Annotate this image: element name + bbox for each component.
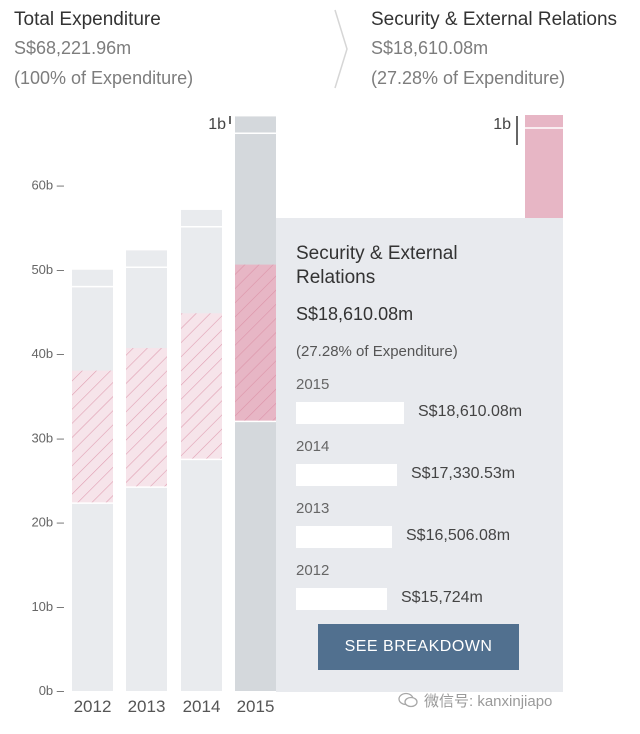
- tooltip-row-bar: [296, 464, 397, 486]
- watermark: 微信号: kanxinjiapo: [398, 690, 552, 711]
- watermark-text: 微信号: kanxinjiapo: [424, 693, 553, 710]
- breakdown-scale-label-1b: 1b: [493, 116, 511, 133]
- tooltip-row-year: 2013: [296, 500, 330, 517]
- breadcrumb-chevron-icon: [334, 9, 348, 89]
- y-tick-label: 10b –: [31, 599, 64, 614]
- y-tick-label: 30b –: [31, 430, 64, 445]
- x-tick-label-2012: 2012: [74, 697, 112, 716]
- y-tick-label: 50b –: [31, 262, 64, 277]
- segment-hatch-2014: [181, 313, 222, 460]
- scale-label-1b: 1b: [208, 116, 226, 133]
- total-expenditure-amount: S$68,221.96m: [14, 38, 132, 58]
- category-title: Security & External Relations: [371, 9, 618, 30]
- category-pct: (27.28% of Expenditure): [371, 68, 566, 88]
- tooltip-row-value: S$15,724m: [401, 589, 483, 606]
- segment-hatch-2013: [126, 348, 167, 488]
- tooltip-row: 2012 S$15,724m: [296, 562, 543, 624]
- tooltip-row: 2013 S$16,506.08m: [296, 500, 543, 562]
- tooltip-row-value: S$18,610.08m: [418, 403, 523, 420]
- tooltip-amount: S$18,610.08m: [296, 304, 414, 324]
- wechat-icon: [398, 692, 418, 708]
- segment-hatch-2015: [235, 264, 276, 422]
- y-tick-label: 0b –: [39, 683, 65, 698]
- x-tick-label-2013: 2013: [128, 697, 166, 716]
- tooltip-row-bar: [296, 402, 404, 424]
- tooltip-row-year: 2015: [296, 376, 330, 393]
- tooltip-row-year: 2014: [296, 438, 330, 455]
- y-tick-label: 60b –: [31, 178, 64, 193]
- total-expenditure-title: Total Expenditure: [14, 9, 161, 30]
- y-tick-label: 40b –: [31, 346, 64, 361]
- tooltip-row: 2014 S$17,330.53m: [296, 438, 543, 500]
- tooltip-year-list: 2015 S$18,610.08m 2014 S$17,330.53m 2013 S$16…: [296, 376, 543, 624]
- total-expenditure-pct: (100% of Expenditure): [14, 68, 194, 88]
- x-tick-label-2014: 2014: [183, 697, 221, 716]
- category-amount: S$18,610.08m: [371, 38, 489, 58]
- tooltip-row-year: 2012: [296, 562, 330, 579]
- tooltip-row: 2015 S$18,610.08m: [296, 376, 543, 438]
- tooltip-row-value: S$16,506.08m: [406, 527, 511, 544]
- x-tick-label-2015: 2015: [237, 697, 275, 716]
- tooltip-pct: (27.28% of Expenditure): [296, 343, 458, 360]
- tooltip-row-value: S$17,330.53m: [411, 465, 516, 482]
- segment-hatch-2012: [72, 370, 113, 504]
- tooltip-title: Security & External Relations: [296, 243, 458, 288]
- tooltip-row-bar: [296, 526, 392, 548]
- see-breakdown-button[interactable]: SEE BREAKDOWN: [318, 624, 519, 670]
- category-tooltip: Security & External Relations S$18,610.0…: [276, 218, 563, 692]
- y-tick-label: 20b –: [31, 515, 64, 530]
- tooltip-row-bar: [296, 588, 387, 610]
